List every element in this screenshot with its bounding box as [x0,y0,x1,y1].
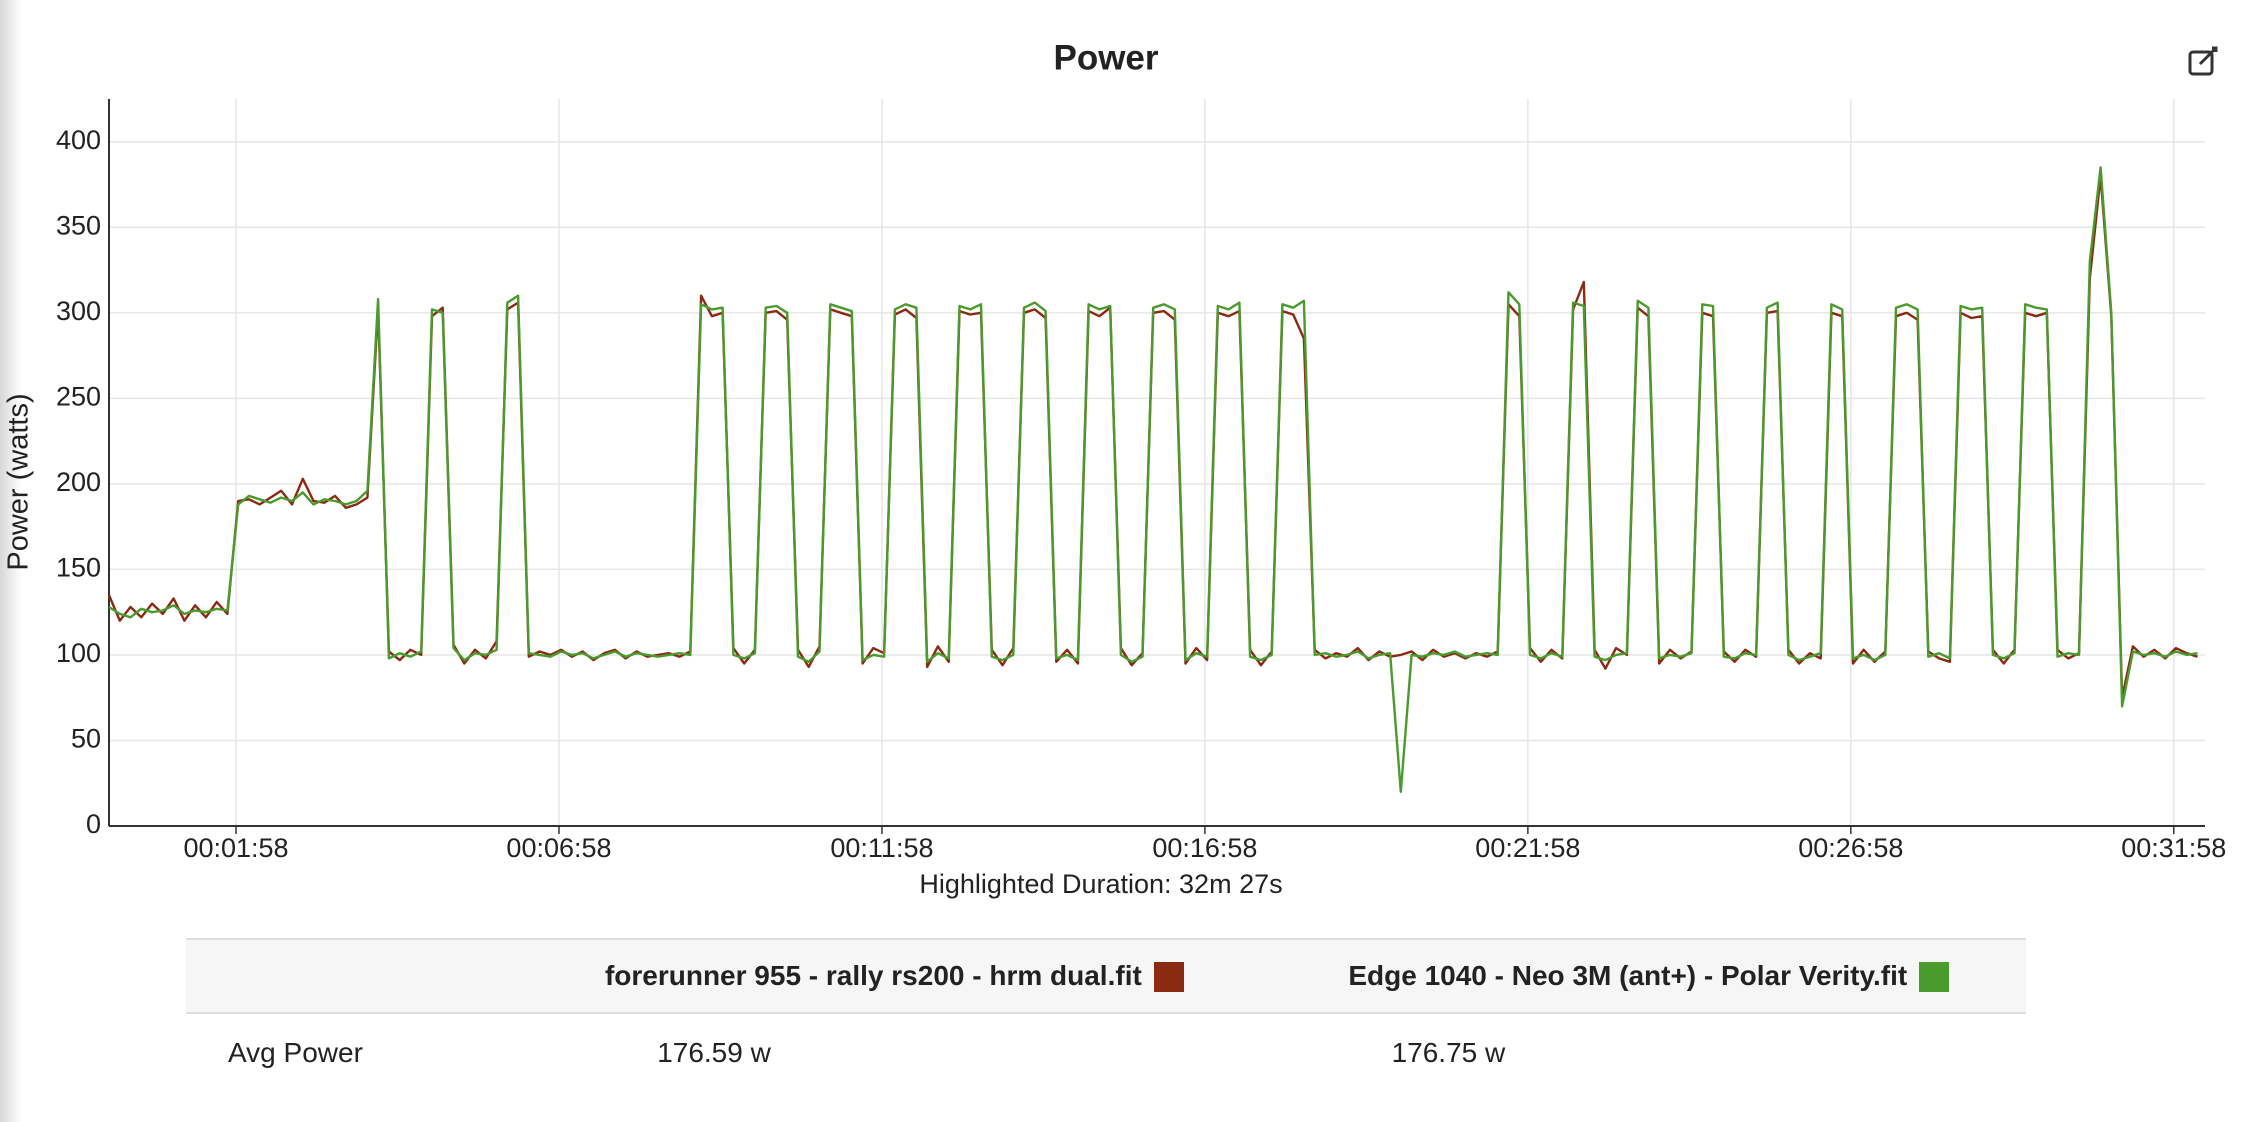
x-tick-label: 00:26:58 [1798,833,1903,863]
summary-table: forerunner 955 - rally rs200 - hrm dual.… [186,938,2026,1092]
x-tick-label: 00:06:58 [506,833,611,863]
table-row: Avg Power 176.59 w 176.75 w [186,1013,2026,1092]
y-tick-label: 100 [56,638,101,668]
edge-shade [0,0,22,1122]
y-tick-label: 250 [56,381,101,411]
y-tick-label: 50 [71,724,101,754]
series-name: forerunner 955 - rally rs200 - hrm dual.… [604,959,1142,991]
x-tick-label: 00:11:58 [830,833,933,863]
x-tick-label: 00:31:58 [2121,833,2226,863]
x-axis-title: Highlighted Duration: 32m 27s [919,869,1282,899]
y-tick-label: 200 [56,467,101,497]
y-axis-title: Power (watts) [3,393,35,570]
legend-swatch [1153,962,1184,993]
legend-swatch [1919,962,1950,993]
y-tick-label: 400 [56,125,101,155]
chart-title: Power [1053,38,1158,77]
y-tick-label: 300 [56,296,101,326]
x-tick-label: 00:01:58 [183,833,288,863]
edit-icon[interactable] [2188,46,2218,76]
column-header: forerunner 955 - rally rs200 - hrm dual.… [517,939,1271,1013]
series-name: Edge 1040 - Neo 3M (ant+) - Polar Verity… [1348,959,1908,991]
cell: 176.59 w [657,1037,771,1068]
x-tick-label: 00:21:58 [1475,833,1580,863]
series-line [108,166,2198,793]
row-label: Avg Power [228,1037,363,1068]
y-tick-label: 350 [56,210,101,240]
cell: 176.75 w [1391,1037,1506,1068]
y-tick-label: 150 [56,553,101,583]
column-header: Edge 1040 - Neo 3M (ant+) - Polar Verity… [1272,939,2026,1013]
y-tick-label: 0 [86,809,101,839]
chart: Power Power (watts) Highlighted Duration… [3,38,2227,899]
table-header: forerunner 955 - rally rs200 - hrm dual.… [186,939,2026,1013]
x-tick-label: 00:16:58 [1152,833,1257,863]
